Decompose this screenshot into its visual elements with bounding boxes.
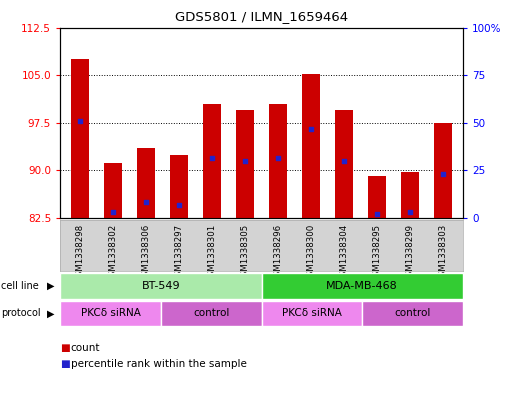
Point [373,211,381,217]
Bar [104,163,122,218]
Text: GSM1338302: GSM1338302 [108,224,118,283]
Bar [236,110,254,218]
Point [340,158,348,164]
Text: percentile rank within the sample: percentile rank within the sample [71,358,246,369]
Text: GSM1338297: GSM1338297 [175,224,184,282]
Point [406,209,414,215]
Point [76,118,84,124]
Point [241,158,249,164]
Bar [368,176,386,218]
Text: PKCδ siRNA: PKCδ siRNA [81,309,140,318]
Text: PKCδ siRNA: PKCδ siRNA [282,309,342,318]
Text: cell line: cell line [1,281,39,291]
Text: GSM1338299: GSM1338299 [405,224,415,282]
Bar [269,104,287,218]
Text: GSM1338305: GSM1338305 [241,224,249,283]
Bar [262,273,463,299]
Text: ▶: ▶ [48,281,55,291]
Text: count: count [71,343,100,353]
Text: GSM1338301: GSM1338301 [208,224,217,283]
Point [307,126,315,132]
Text: GSM1338298: GSM1338298 [75,224,84,282]
Point [208,154,216,161]
Bar [203,104,221,218]
Text: GSM1338306: GSM1338306 [141,224,151,283]
Text: GDS5801 / ILMN_1659464: GDS5801 / ILMN_1659464 [175,10,348,23]
Text: GSM1338295: GSM1338295 [372,224,382,282]
Bar [161,301,262,326]
Text: MDA-MB-468: MDA-MB-468 [326,281,398,291]
Text: GSM1338300: GSM1338300 [306,224,315,283]
Text: GSM1338304: GSM1338304 [339,224,348,283]
Point [439,171,447,177]
Bar [137,148,155,218]
Bar [335,110,353,218]
Text: ■: ■ [60,358,70,369]
Text: ■: ■ [60,343,70,353]
Text: protocol: protocol [1,309,41,318]
Point [142,199,150,206]
Bar [262,301,362,326]
Bar [60,301,161,326]
Bar [434,123,452,218]
Text: BT-549: BT-549 [142,281,180,291]
Point [175,202,183,209]
Bar [71,59,89,218]
Text: GSM1338303: GSM1338303 [439,224,448,283]
Text: ▶: ▶ [48,309,55,318]
Point [274,154,282,161]
Point [109,209,117,215]
Bar [362,301,463,326]
Text: control: control [394,309,431,318]
Text: GSM1338296: GSM1338296 [274,224,282,282]
Bar [302,74,320,218]
Bar [170,154,188,218]
Bar [401,172,419,218]
Text: control: control [193,309,230,318]
Bar [60,273,262,299]
